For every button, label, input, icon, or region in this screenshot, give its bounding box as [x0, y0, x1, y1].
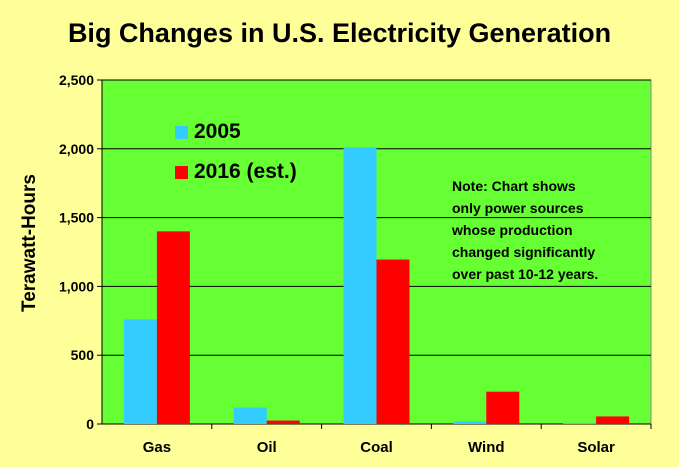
bar-gas-2005: [123, 319, 157, 424]
bar-coal-2016: [376, 259, 410, 424]
x-tick-label: Wind: [468, 439, 505, 456]
chart-title: Big Changes in U.S. Electricity Generati…: [67, 18, 612, 48]
note-line: over past 10-12 years.: [452, 266, 599, 282]
bar-solar-2016: [596, 416, 630, 424]
bar-solar-2005: [563, 422, 597, 424]
bar-oil-2005: [233, 407, 267, 424]
y-tick-label: 500: [71, 347, 95, 363]
y-tick-label: 1,500: [59, 210, 94, 226]
legend-label-2005: 2005: [194, 120, 241, 143]
legend-item-2016: 2016 (est.): [175, 160, 297, 184]
legend-swatch-2005: [175, 125, 188, 139]
y-tick-label: 2,000: [59, 141, 94, 157]
note-line: Note: Chart shows: [452, 178, 576, 194]
chart-note: Note: Chart shows only power sources who…: [452, 175, 652, 285]
note-line: whose production: [452, 222, 573, 238]
legend-swatch-2016: [175, 165, 188, 179]
legend-label-2016: 2016 (est.): [194, 160, 297, 183]
y-tick-label: 2,500: [59, 72, 94, 88]
bar-coal-2005: [343, 147, 377, 424]
x-tick-label: Solar: [577, 439, 615, 456]
bar-gas-2016: [156, 231, 190, 424]
y-tick-label: 0: [86, 416, 94, 432]
note-line: changed significantly: [452, 244, 596, 260]
legend-item-2005: 2005: [175, 120, 241, 144]
bar-wind-2016: [486, 391, 520, 424]
x-tick-label: Coal: [360, 439, 393, 456]
bar-oil-2016: [266, 420, 300, 424]
x-tick-label: Gas: [143, 439, 171, 456]
x-tick-label: Oil: [257, 439, 277, 456]
bar-wind-2005: [453, 421, 487, 424]
note-line: only power sources: [452, 200, 584, 216]
y-tick-label: 1,000: [59, 278, 94, 294]
